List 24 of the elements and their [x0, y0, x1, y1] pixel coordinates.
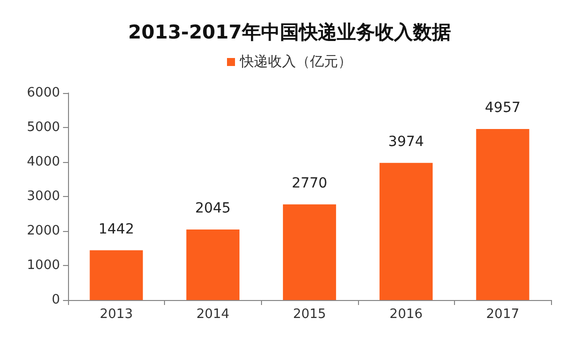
y-tick-label: 0	[52, 292, 60, 308]
y-tick-label: 1000	[26, 258, 60, 273]
y-tick-label: 2000	[26, 224, 60, 238]
data-label: 2770	[292, 175, 328, 192]
bar	[476, 128, 530, 300]
legend-label: 快递收入（亿元）	[239, 54, 352, 70]
y-tick-label: 6000	[26, 86, 60, 100]
x-tick-label: 2015	[292, 307, 326, 322]
bar	[282, 204, 336, 300]
x-tick-label: 2016	[390, 307, 423, 322]
bar	[90, 250, 143, 300]
x-tick-label: 2013	[100, 307, 133, 322]
bar	[380, 162, 433, 300]
x-tick-label: 2014	[196, 307, 230, 322]
x-tick-label: 2017	[486, 307, 520, 322]
bar	[186, 229, 240, 300]
y-tick-label: 5000	[26, 120, 60, 135]
data-label: 2045	[195, 200, 231, 216]
data-label: 4957	[484, 100, 521, 116]
y-tick-label: 4000	[26, 154, 60, 170]
chart-title: 2013-2017年中国快递业务收入数据	[128, 22, 451, 44]
y-tick-label: 3000	[26, 189, 60, 204]
data-label: 1442	[98, 221, 134, 238]
data-label: 3974	[388, 134, 424, 150]
